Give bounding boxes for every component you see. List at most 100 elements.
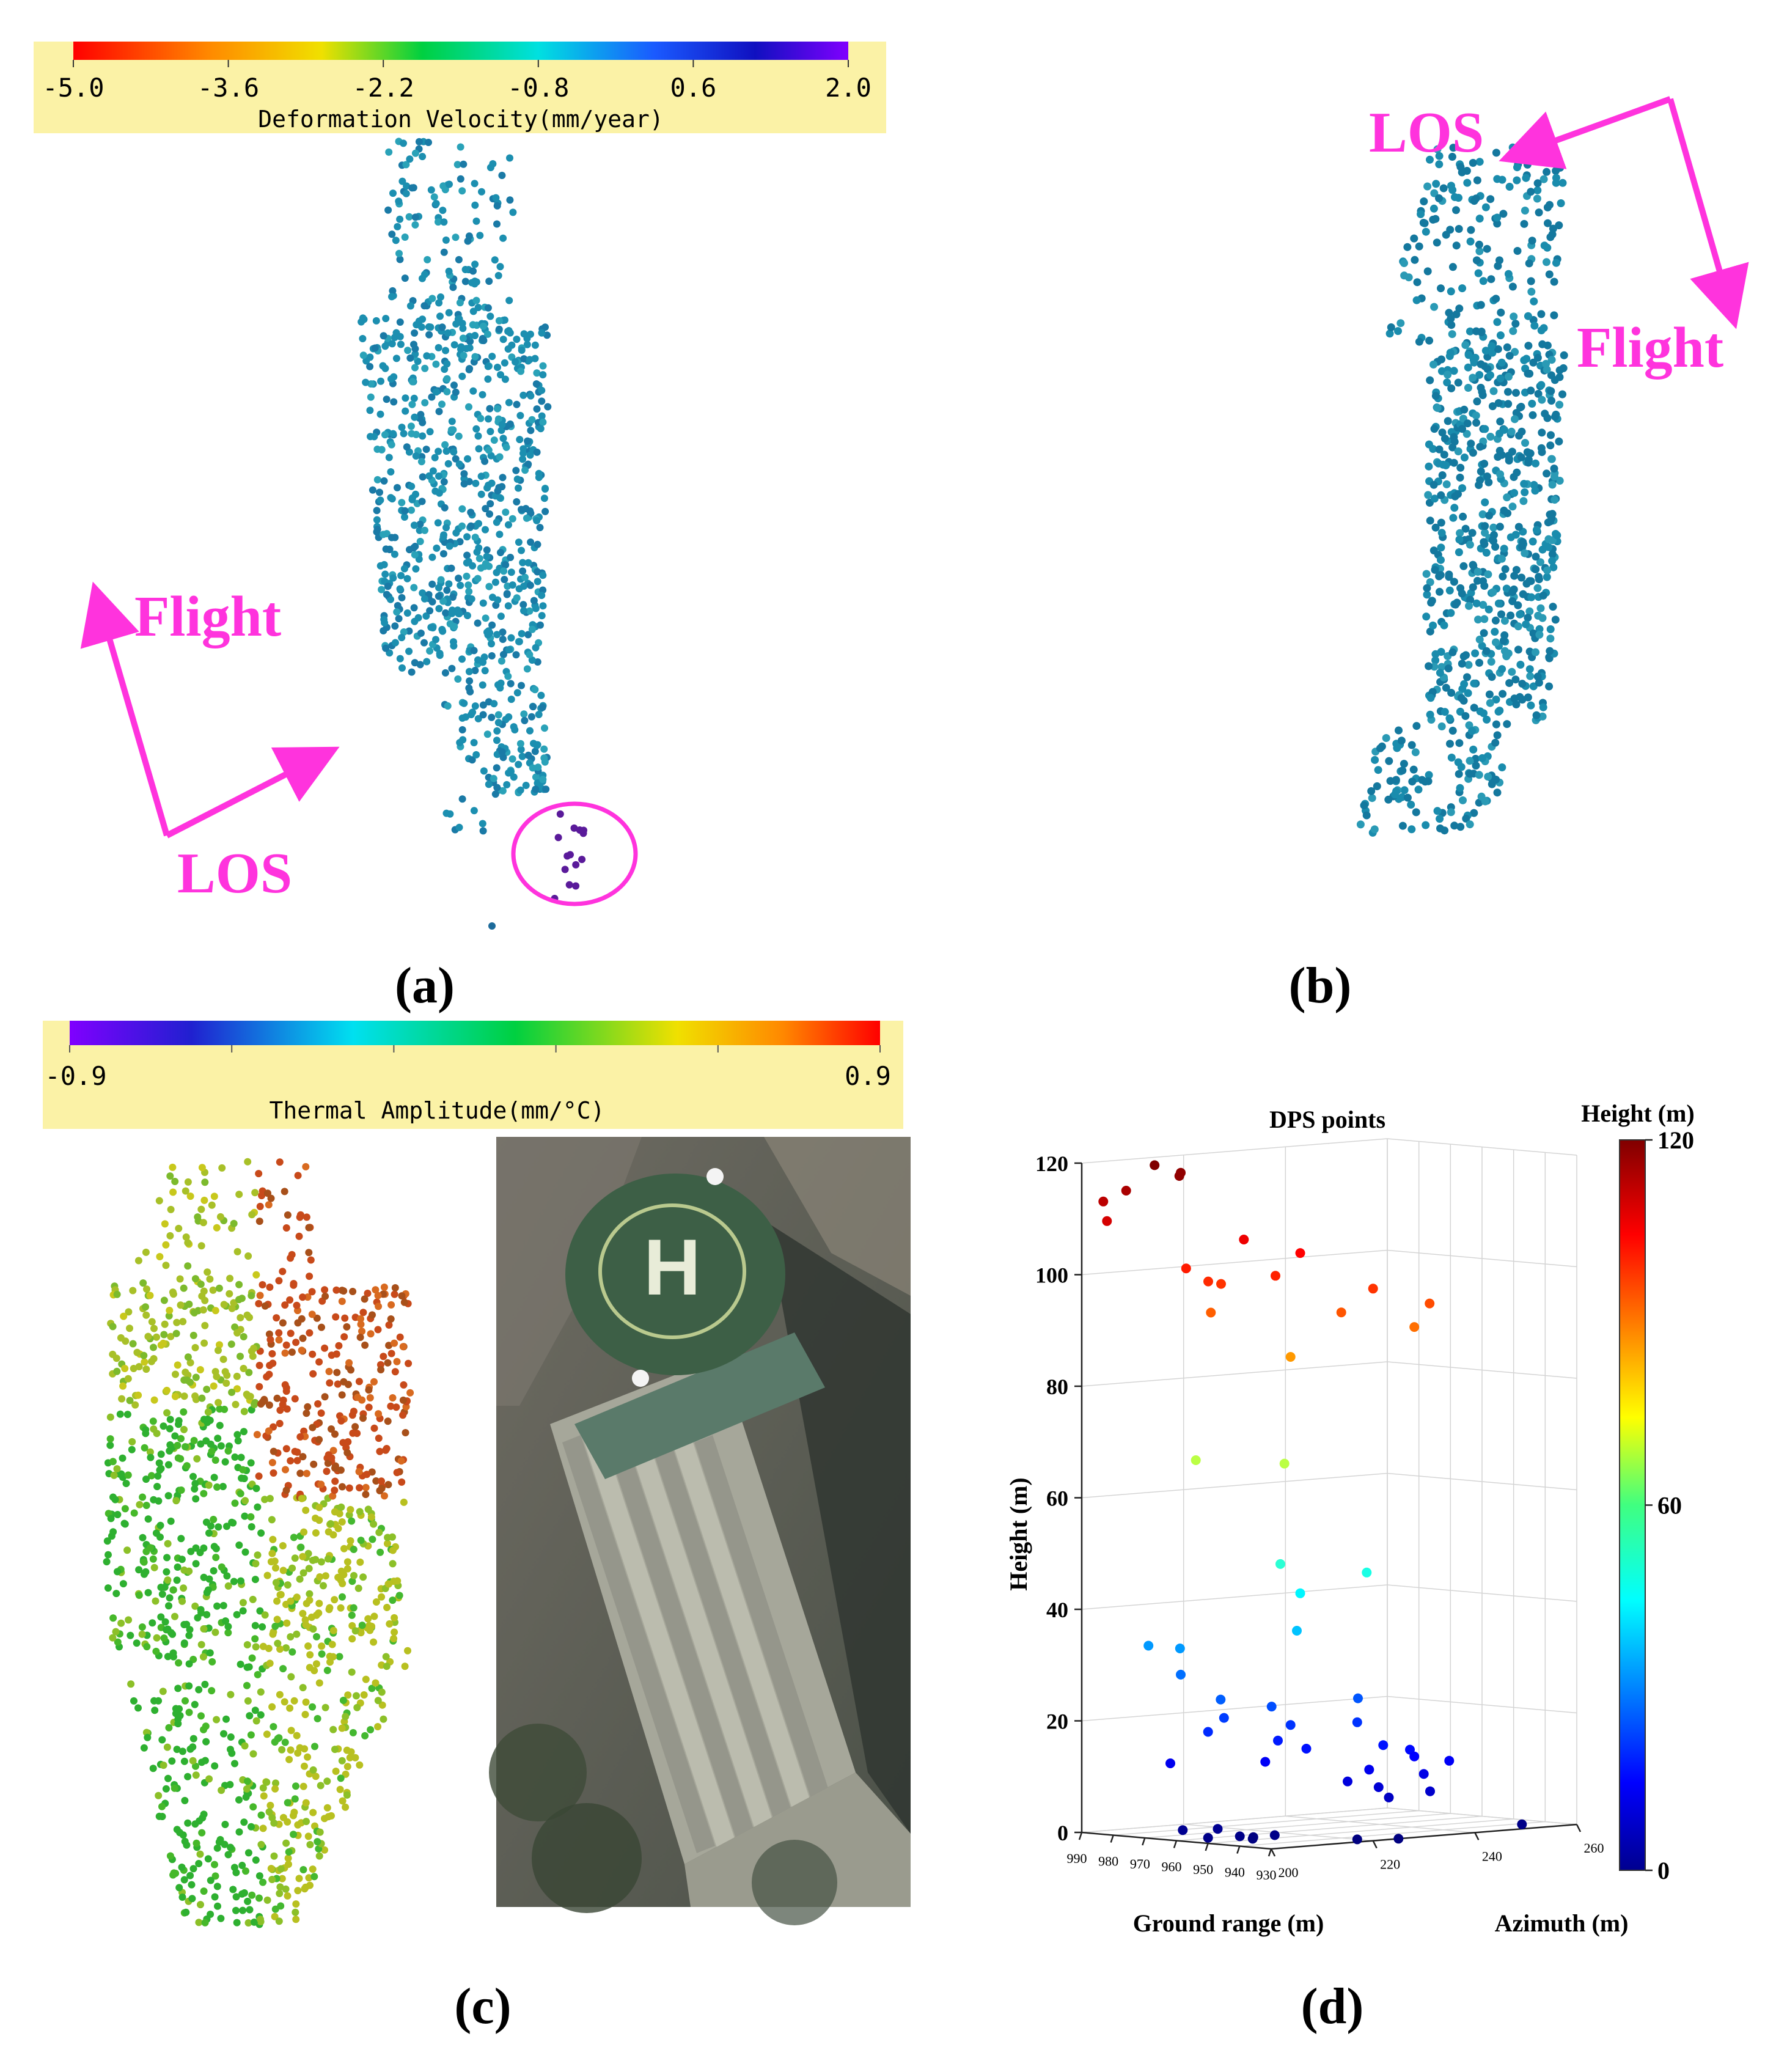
scatter-point-a — [516, 411, 524, 419]
scatter-point-a — [410, 394, 418, 402]
scatter-point-a — [484, 330, 491, 338]
scatter-point-a — [499, 234, 507, 242]
scatter-point-c — [135, 1566, 143, 1574]
scatter-point-a — [444, 702, 452, 710]
scatter-point-b — [1547, 356, 1556, 364]
scatter-point-a — [396, 318, 404, 326]
scatter-point-a — [402, 161, 410, 169]
scatter-point-a — [497, 657, 505, 665]
scatter-point-c — [326, 1379, 334, 1387]
scatter-point-c — [348, 1635, 356, 1643]
scatter-point-c — [270, 1723, 277, 1730]
scatter-point-c — [385, 1321, 393, 1329]
scatter-point-a — [408, 506, 415, 514]
scatter-point-c — [306, 1596, 314, 1604]
scatter-point-c — [376, 1447, 384, 1455]
scatter-point-c — [201, 1919, 209, 1927]
scatter-point-c — [301, 1616, 309, 1624]
scatter-point-a — [494, 487, 502, 495]
scatter-point-b — [1547, 455, 1556, 463]
scatter-point-a — [526, 727, 534, 735]
scatter-point-b — [1519, 497, 1528, 505]
scatter-point-c — [200, 1573, 208, 1581]
scatter-point-c — [224, 1447, 232, 1455]
flight-label-b: Flight — [1577, 316, 1723, 380]
scatter-point-a — [398, 593, 406, 601]
scatter-point-c — [103, 1558, 111, 1566]
scatter-point-c — [343, 1565, 351, 1573]
scatter-point-c — [197, 1242, 205, 1250]
scatter-point-c — [317, 1480, 325, 1488]
colorbar-c-tick-label: -0.9 — [45, 1061, 106, 1091]
scatter-point-c — [337, 1774, 345, 1782]
scatter-point-a — [492, 194, 500, 202]
scatter-point-a — [529, 703, 537, 711]
scatter-point-c — [112, 1590, 120, 1598]
scatter-point-b — [1436, 587, 1444, 596]
scatter-point-a — [499, 435, 507, 443]
scatter-point-a — [460, 699, 468, 707]
scatter-point-a — [412, 490, 419, 498]
scatter-point-a — [438, 323, 446, 331]
scatter-point-b — [1532, 648, 1539, 656]
scatter-point-b — [1447, 182, 1455, 190]
scatter-point-a — [474, 715, 482, 722]
scatter-point-c — [281, 1381, 289, 1389]
scatter-point-a — [382, 644, 390, 652]
scatter-point-c — [286, 1704, 294, 1712]
scatter-point-a — [448, 664, 456, 672]
scatter-point-a — [497, 427, 505, 434]
scatter-point-c — [328, 1425, 335, 1433]
scatter-point-a — [518, 505, 525, 513]
scatter-point-b — [1498, 665, 1506, 674]
scatter-point-c — [255, 1472, 263, 1480]
scatter-point-a — [484, 375, 492, 383]
scatter-point-c — [299, 1866, 307, 1873]
scatter-point-b — [1517, 573, 1525, 582]
scatter-point-c — [113, 1465, 121, 1473]
scatter-point-c — [106, 1441, 114, 1449]
colorbar-c-tick-label: 0.9 — [845, 1061, 891, 1091]
dps-point — [1343, 1776, 1352, 1787]
scatter-point-a — [493, 202, 501, 210]
scatter-point-a — [439, 597, 447, 605]
scatter-point-c — [109, 1493, 117, 1501]
scatter-point-a — [526, 356, 534, 364]
scatter-point-c — [364, 1615, 372, 1623]
scatter-point-c — [179, 1831, 187, 1839]
scatter-point-c — [375, 1410, 383, 1418]
point-cloud-c — [103, 1158, 414, 1928]
dps-point — [1203, 1832, 1213, 1843]
scatter-point-c — [160, 1422, 167, 1430]
scatter-point-b — [1459, 796, 1467, 804]
dps-point — [1425, 1298, 1435, 1309]
scatter-point-b — [1547, 397, 1555, 405]
scatter-point-c — [173, 1746, 181, 1754]
scatter-point-c — [175, 1884, 183, 1892]
scatter-point-a — [471, 260, 479, 268]
scatter-point-c — [201, 1178, 209, 1186]
chart-d-colorbar-label: Height (m) — [1581, 1100, 1695, 1127]
scatter-point-c — [206, 1275, 214, 1283]
scatter-point-c — [166, 1172, 174, 1180]
scatter-point-a — [486, 405, 494, 413]
scatter-point-c — [338, 1391, 346, 1399]
scatter-point-a — [485, 277, 493, 285]
scatter-point-c — [131, 1401, 139, 1409]
scatter-point-c — [273, 1615, 281, 1623]
scatter-point-a — [527, 538, 535, 546]
scatter-point-b — [1455, 304, 1464, 313]
scatter-point-a — [387, 375, 395, 383]
scatter-point-c — [166, 1425, 174, 1433]
scatter-point-c — [337, 1466, 345, 1474]
scatter-point-c — [344, 1438, 352, 1446]
scatter-point-a — [518, 347, 526, 354]
scatter-point-a — [380, 560, 388, 568]
scatter-point-c — [367, 1726, 375, 1733]
scatter-point-b — [1451, 600, 1460, 609]
scatter-point-b — [1448, 648, 1457, 656]
scatter-point-b — [1525, 259, 1533, 268]
scatter-point-c — [213, 1224, 221, 1232]
scatter-point-b — [1472, 762, 1480, 770]
dps-point — [1143, 1640, 1154, 1651]
